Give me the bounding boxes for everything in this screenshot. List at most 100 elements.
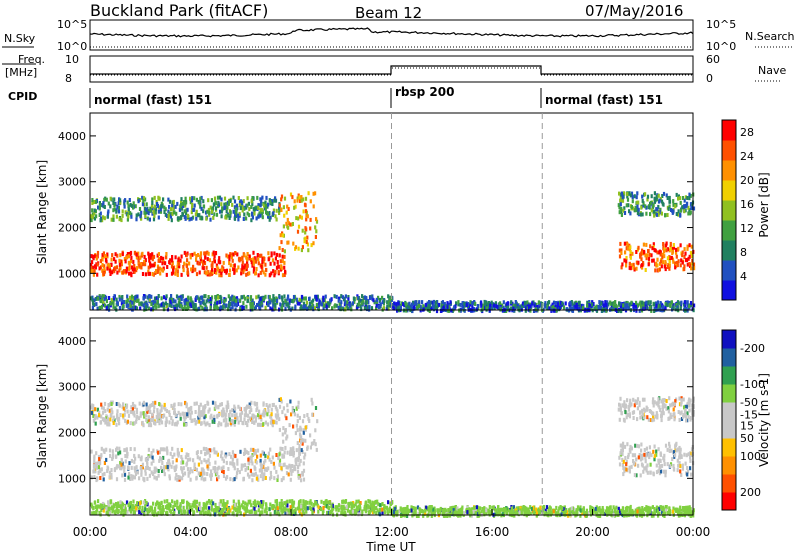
heatmap-cell	[229, 199, 232, 203]
heatmap-cell	[220, 450, 223, 455]
heatmap-cell	[143, 254, 146, 259]
heatmap-cell	[640, 304, 643, 309]
heatmap-cell	[375, 299, 378, 304]
heatmap-cell	[284, 413, 287, 418]
heatmap-cell	[298, 503, 301, 508]
heatmap-cell	[197, 471, 200, 476]
heatmap-cell	[375, 306, 378, 311]
heatmap-cell	[150, 403, 153, 407]
heatmap-cell	[229, 297, 232, 302]
heatmap-cell	[652, 210, 656, 215]
heatmap-cell	[138, 401, 141, 406]
heatmap-cell	[247, 457, 250, 462]
heatmap-cell	[99, 476, 102, 480]
heatmap-cell	[102, 477, 105, 482]
heatmap-cell	[214, 512, 217, 517]
heatmap-cell	[182, 268, 185, 273]
heatmap-cell	[512, 505, 515, 510]
heatmap-cell	[257, 203, 260, 208]
heatmap-cell	[211, 419, 214, 424]
heatmap-cell	[122, 304, 125, 308]
freq-tick-bottom: 8	[65, 72, 72, 85]
heatmap-cell	[130, 405, 133, 410]
heatmap-cell	[487, 303, 490, 308]
heatmap-cell	[99, 218, 102, 223]
heatmap-cell	[224, 297, 227, 302]
heatmap-cell	[652, 511, 655, 516]
heatmap-cell	[387, 294, 390, 299]
heatmap-cell	[490, 300, 493, 305]
y-tick-label: 3000	[58, 176, 86, 189]
heatmap-cell	[248, 213, 251, 218]
heatmap-cell	[95, 451, 98, 456]
heatmap-cell	[194, 212, 197, 217]
heatmap-cell	[132, 499, 135, 504]
heatmap-cell	[232, 209, 235, 214]
heatmap-cell	[284, 306, 287, 311]
heatmap-cell	[684, 195, 687, 200]
heatmap-cell	[681, 506, 685, 510]
heatmap-cell	[248, 416, 251, 421]
heatmap-cell	[281, 410, 284, 415]
heatmap-cell	[95, 256, 98, 261]
heatmap-cell	[171, 260, 174, 265]
heatmap-cell	[303, 506, 306, 511]
heatmap-cell	[255, 408, 258, 413]
heatmap-cell	[197, 415, 200, 420]
heatmap-cell	[100, 505, 103, 510]
heatmap-cell	[622, 191, 625, 196]
heatmap-cell	[148, 405, 151, 410]
heatmap-cell	[91, 511, 94, 516]
heatmap-cell	[206, 250, 209, 255]
heatmap-cell	[189, 467, 192, 472]
heatmap-cell	[92, 407, 95, 412]
heatmap-cell	[92, 464, 96, 469]
heatmap-cell	[130, 214, 133, 219]
heatmap-cell	[691, 203, 694, 208]
heatmap-cell	[223, 202, 226, 207]
heatmap-cell	[190, 267, 193, 272]
heatmap-cell	[121, 295, 124, 299]
heatmap-cell	[562, 509, 565, 514]
heatmap-cell	[352, 503, 355, 508]
heatmap-cell	[460, 511, 464, 516]
heatmap-cell	[554, 301, 558, 305]
heatmap-cell	[308, 297, 311, 301]
heatmap-cell	[148, 217, 151, 222]
heatmap-cell	[160, 501, 163, 506]
heatmap-cell	[269, 512, 272, 517]
heatmap-cell	[125, 500, 129, 505]
heatmap-cell	[440, 305, 443, 310]
heatmap-cell	[95, 199, 98, 204]
heatmap-cell	[194, 267, 197, 272]
heatmap-cell	[186, 258, 189, 263]
heatmap-cell	[233, 199, 237, 204]
heatmap-cell	[618, 301, 621, 306]
heatmap-cell	[620, 206, 623, 211]
heatmap-cell	[105, 506, 108, 511]
heatmap-cell	[466, 304, 470, 309]
heatmap-cell	[121, 213, 124, 218]
heatmap-cell	[281, 303, 284, 308]
heatmap-cell	[269, 200, 272, 205]
heatmap-cell	[218, 273, 221, 278]
heatmap-cell	[296, 469, 300, 474]
heatmap-cell	[435, 309, 439, 314]
heatmap-cell	[142, 476, 145, 481]
heatmap-cell	[664, 260, 667, 264]
heatmap-cell	[100, 402, 103, 407]
heatmap-cell	[135, 465, 138, 470]
heatmap-cell	[174, 413, 177, 418]
heatmap-cell	[214, 297, 217, 302]
heatmap-cell	[644, 253, 647, 258]
heatmap-cell	[157, 505, 160, 510]
heatmap-cell	[646, 253, 649, 258]
heatmap-cell	[628, 302, 631, 307]
heatmap-cell	[225, 253, 228, 258]
heatmap-cell	[569, 300, 572, 305]
heatmap-cell	[144, 294, 147, 299]
heatmap-cell	[449, 300, 452, 305]
heatmap-cell	[97, 499, 100, 504]
heatmap-cell	[280, 508, 283, 513]
heatmap-cell	[144, 468, 147, 473]
